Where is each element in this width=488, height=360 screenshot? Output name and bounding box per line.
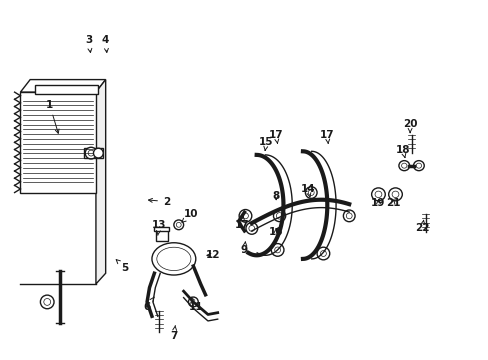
Text: 14: 14 [300, 184, 314, 197]
Text: 6: 6 [143, 297, 154, 312]
Circle shape [245, 222, 257, 234]
Polygon shape [96, 80, 105, 284]
Text: 7: 7 [170, 325, 177, 341]
Bar [156, 230, 168, 241]
Ellipse shape [152, 243, 195, 275]
Text: 9: 9 [241, 242, 247, 255]
Text: 4: 4 [102, 35, 109, 53]
Circle shape [248, 225, 254, 231]
Ellipse shape [273, 210, 285, 222]
Circle shape [271, 244, 284, 256]
Ellipse shape [388, 188, 402, 201]
Text: 22: 22 [414, 220, 428, 233]
Circle shape [88, 150, 94, 156]
Circle shape [305, 187, 316, 198]
Circle shape [320, 251, 325, 256]
Ellipse shape [374, 191, 381, 198]
Text: 3: 3 [85, 35, 92, 53]
Text: 16: 16 [268, 227, 283, 237]
Text: 5: 5 [116, 260, 128, 273]
Ellipse shape [276, 213, 282, 219]
Text: 17: 17 [319, 130, 334, 143]
Text: 2: 2 [148, 197, 170, 207]
Circle shape [44, 298, 51, 305]
Text: 1: 1 [46, 100, 59, 133]
Ellipse shape [391, 191, 398, 198]
FancyBboxPatch shape [83, 148, 103, 158]
Text: 15: 15 [259, 138, 273, 150]
Circle shape [274, 247, 280, 253]
Text: 17: 17 [234, 217, 249, 230]
Text: 13: 13 [152, 220, 166, 235]
Circle shape [188, 297, 198, 307]
Ellipse shape [415, 163, 421, 168]
Circle shape [41, 295, 54, 309]
Text: 20: 20 [402, 120, 417, 132]
Circle shape [242, 213, 248, 219]
Circle shape [239, 210, 251, 222]
Circle shape [176, 222, 181, 227]
Text: 8: 8 [272, 191, 279, 201]
Text: 10: 10 [182, 209, 198, 222]
Text: 17: 17 [268, 130, 283, 143]
Ellipse shape [398, 161, 409, 171]
Circle shape [174, 220, 183, 230]
Ellipse shape [401, 163, 406, 168]
Text: 11: 11 [188, 297, 203, 312]
Text: 18: 18 [395, 144, 409, 158]
Circle shape [93, 148, 103, 158]
Bar [154, 226, 169, 231]
Text: 21: 21 [385, 198, 400, 208]
Circle shape [346, 213, 351, 219]
Bar [20, 92, 96, 193]
Ellipse shape [371, 188, 385, 201]
Circle shape [343, 210, 354, 222]
Text: 12: 12 [205, 250, 220, 260]
Polygon shape [20, 80, 105, 92]
Text: 19: 19 [370, 198, 385, 208]
Bar [35, 85, 98, 94]
Ellipse shape [413, 161, 424, 171]
Circle shape [85, 147, 97, 159]
Circle shape [316, 247, 329, 260]
Circle shape [307, 190, 313, 195]
